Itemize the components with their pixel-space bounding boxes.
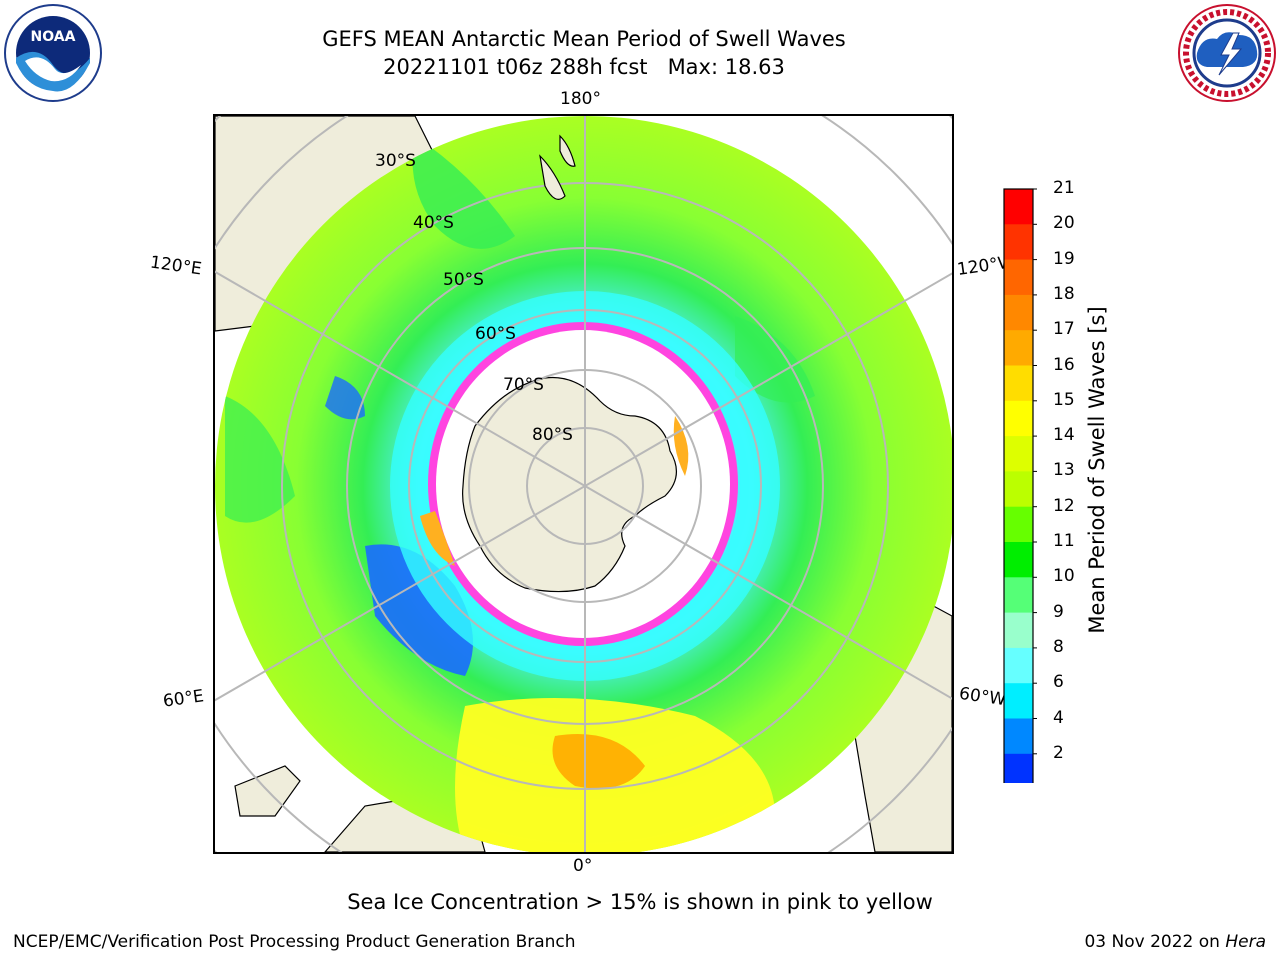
- colorbar-tick-label: 18: [1053, 283, 1075, 304]
- lat-label-80s: 80°S: [532, 425, 573, 445]
- colorbar-label: Mean Period of Swell Waves [s]: [1085, 306, 1109, 634]
- polar-map: [215, 116, 952, 852]
- colorbar-tick-label: 19: [1053, 248, 1075, 269]
- colorbar-tick-label: 17: [1053, 319, 1075, 340]
- colorbar-segment: [1004, 718, 1033, 755]
- chart-subtitle: 20221101 t06z 288h fcst Max: 18.63: [383, 55, 785, 79]
- colorbar-tick-label: 14: [1053, 425, 1075, 446]
- colorbar-tick-label: 8: [1053, 636, 1064, 657]
- colorbar-tick-label: 2: [1053, 742, 1064, 763]
- chart-title: GEFS MEAN Antarctic Mean Period of Swell…: [322, 27, 846, 51]
- noaa-logo: NOAA: [3, 3, 103, 107]
- colorbar-tick-label: 15: [1053, 389, 1075, 410]
- lat-label-30s: 30°S: [375, 151, 416, 171]
- lat-label-60s: 60°S: [475, 324, 516, 344]
- colorbar-segment: [1004, 294, 1033, 331]
- colorbar-segment: [1004, 436, 1033, 472]
- colorbar-tick-label: 10: [1053, 566, 1075, 587]
- machine-name: Hera: [1225, 932, 1266, 952]
- colorbar-tick-label: 12: [1053, 495, 1075, 516]
- colorbar: [1003, 188, 1037, 783]
- run-date-text: 03 Nov 2022 on: [1084, 932, 1220, 952]
- colorbar-border: [1003, 188, 1034, 783]
- colorbar-tick-label: 6: [1053, 672, 1064, 693]
- colorbar-segment: [1004, 506, 1033, 543]
- colorbar-segment: [1004, 330, 1033, 366]
- colorbar-tick-label: 9: [1053, 601, 1064, 622]
- colorbar-segment: [1004, 542, 1033, 578]
- organization-credit: NCEP/EMC/Verification Post Processing Pr…: [13, 932, 576, 952]
- colorbar-segment: [1004, 647, 1033, 684]
- colorbar-segment: [1004, 612, 1033, 649]
- lon-label-left-upper: 120°E: [148, 252, 203, 280]
- new-zealand-land: [539, 134, 576, 200]
- colorbar-segment: [1004, 224, 1033, 261]
- map-panel: [213, 114, 954, 854]
- lat-label-70s: 70°S: [503, 375, 544, 395]
- lon-label-bottom: 0°: [573, 856, 593, 876]
- run-date: 03 Nov 2022 on Hera: [1084, 932, 1266, 952]
- colorbar-tick-label: 16: [1053, 354, 1075, 375]
- colorbar-segment: [1004, 365, 1033, 402]
- national-weather-service-logo: [1177, 3, 1277, 107]
- colorbar-segment: [1004, 189, 1033, 225]
- lat-label-40s: 40°S: [413, 213, 454, 233]
- colorbar-segment: [1004, 400, 1033, 437]
- sea-ice-note: Sea Ice Concentration > 15% is shown in …: [347, 890, 933, 914]
- colorbar-tick-label: 4: [1053, 707, 1064, 728]
- colorbar-segment: [1004, 577, 1033, 614]
- colorbar-segment: [1004, 471, 1033, 508]
- colorbar-tick-label: 13: [1053, 460, 1075, 481]
- svg-text:NOAA: NOAA: [31, 29, 76, 45]
- colorbar-segment: [1004, 259, 1033, 296]
- colorbar-segment: [1004, 683, 1033, 719]
- colorbar-segment: [1004, 753, 1033, 783]
- lon-label-right-lower: 60°W: [957, 683, 1008, 711]
- lon-label-left-lower: 60°E: [161, 686, 206, 712]
- colorbar-tick-label: 20: [1053, 213, 1075, 234]
- colorbar-tick-label: 11: [1053, 531, 1075, 551]
- lon-label-top: 180°: [560, 89, 601, 109]
- lat-label-50s: 50°S: [443, 270, 484, 290]
- colorbar-tick-label: 21: [1053, 178, 1075, 198]
